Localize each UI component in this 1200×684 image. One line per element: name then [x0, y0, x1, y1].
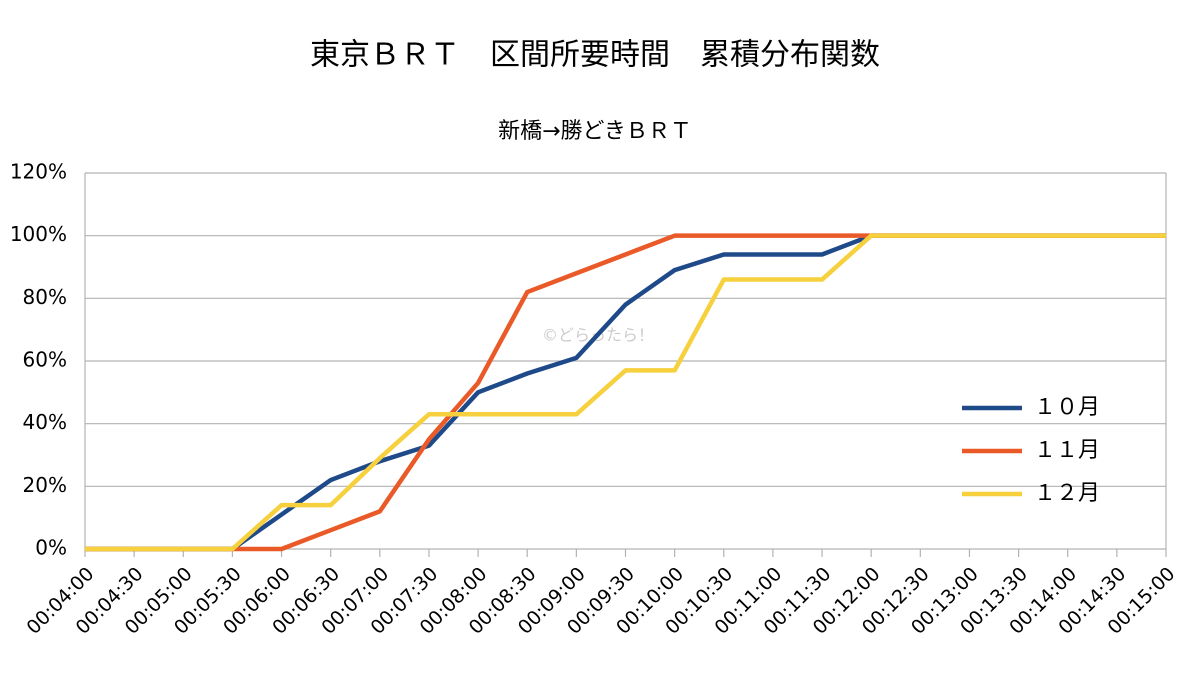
- y-tick-label: 60%: [23, 348, 67, 372]
- y-tick-label: 20%: [23, 473, 67, 497]
- legend-label: １２月: [1034, 481, 1100, 506]
- y-tick-label: 80%: [23, 285, 67, 309]
- legend-label: １０月: [1034, 395, 1100, 420]
- data-line: [85, 233, 1166, 552]
- data-line: [85, 233, 1166, 552]
- y-tick-label: 120%: [10, 160, 67, 184]
- y-tick-label: 40%: [23, 410, 67, 434]
- y-tick-label: 100%: [10, 222, 67, 246]
- legend-label: １１月: [1034, 438, 1100, 463]
- chart-title: 東京ＢＲＴ 区間所要時間 累積分布関数: [310, 38, 880, 73]
- chart-subtitle: 新橋→勝どきＢＲＴ: [498, 119, 692, 144]
- y-tick-label: 0%: [35, 536, 67, 560]
- data-line: [85, 233, 1166, 552]
